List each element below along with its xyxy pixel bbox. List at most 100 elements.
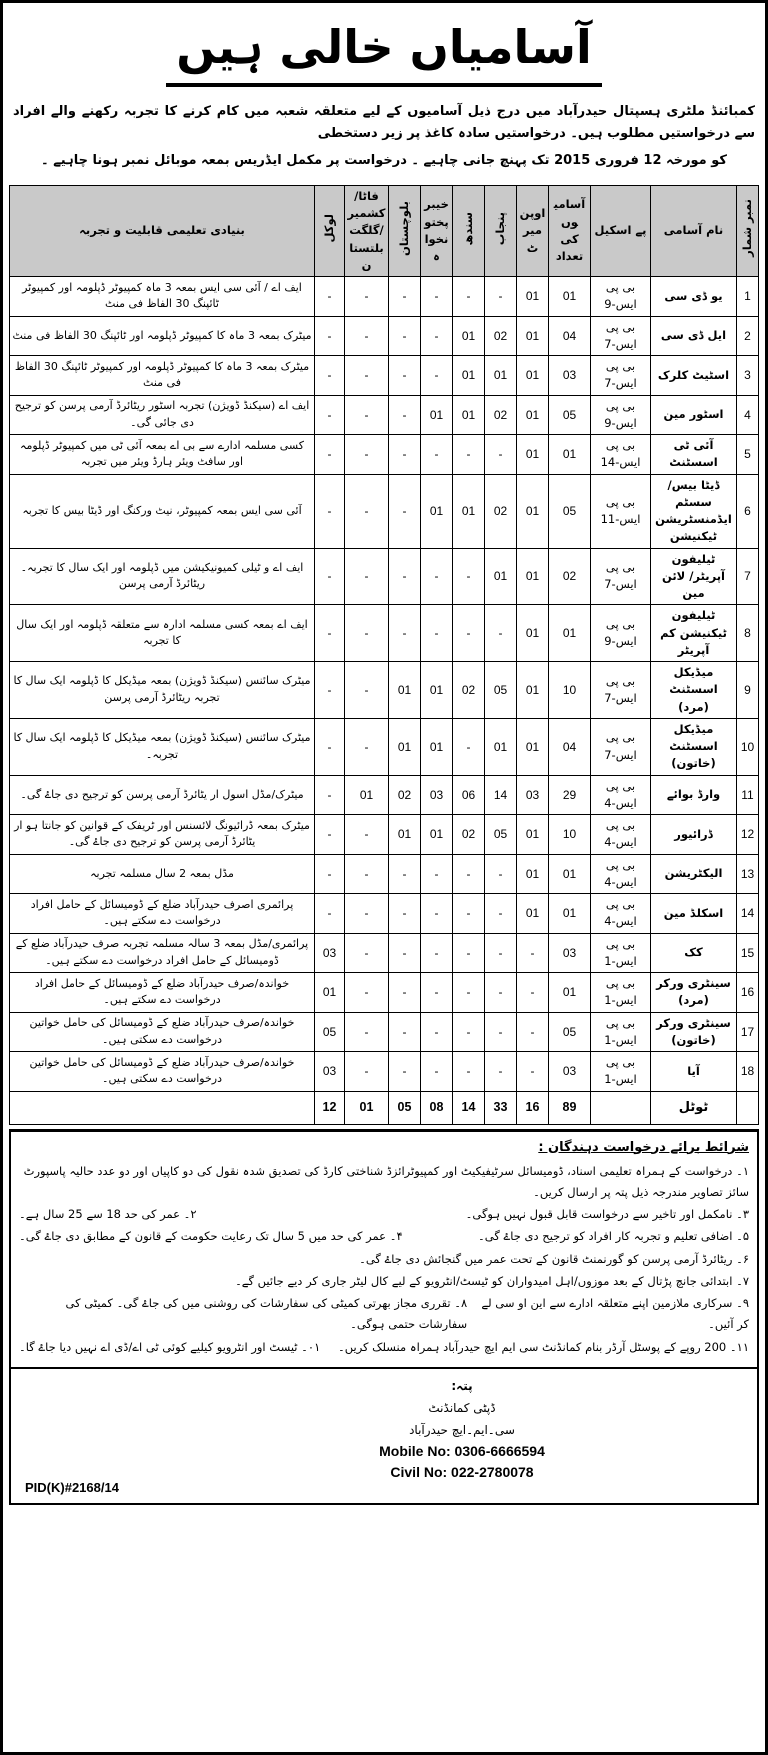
cell-kpk: 01 [420,473,453,549]
cell-kpk: - [420,893,453,934]
cell-post: ٹیلیفون آپریٹر/ لائن مین [650,547,737,606]
table-header-row: نمبر شمار نام آسامی پے اسکیل آسامیوں کی … [9,184,759,278]
cell-post: ڈرائیور [650,814,737,855]
col-header-punjab-label: پنجاب [493,211,508,245]
cell-balochistan: - [388,1011,421,1052]
cell-post: وارڈ بوائے [650,774,737,815]
table-row: 14 اسکلڈ مین بی پی ایس-4 01 01- - - - - - پرائمری … [9,893,759,934]
cell-punjab: - [484,1011,517,1052]
cell-punjab: - [484,893,517,934]
cell-balochistan: - [388,394,421,435]
cell-total: 05 [548,473,591,549]
cell-open: 01 [516,473,549,549]
cell-qualification: میٹرک/مڈل اسول ار یٹائرڈ آرمی پرسن کو تر… [9,774,315,815]
cell-punjab: 01 [484,547,517,606]
table-row: 15 کک بی پی ایس-1 03- - - - - -03 پرائمری/مڈل بمع… [9,932,759,973]
table-row: 1 یو ڈی سی بی پی ایس-9 01 01- - - - - - ایف اے / آ… [9,276,759,317]
cell-post: ٹیلیفون ٹیکنیشن کم آپریٹر [650,604,737,662]
cell-open: - [516,932,549,973]
cell-kpk: - [420,315,453,356]
total-cell-kpk: 08 [420,1090,453,1125]
cell-post: اسٹور مین [650,394,737,435]
cell-local: - [314,717,345,776]
cell-balochistan: - [388,972,421,1013]
cell-scale: بی پی ایس-7 [590,547,651,606]
cell-balochistan: - [388,473,421,549]
cell-total: 03 [548,1051,591,1092]
cell-post: سینٹری ورکر (خاتون) [650,1011,737,1052]
cell-local: - [314,547,345,606]
cell-qualification: مڈل بمعہ 2 سال مسلمہ تجربہ [9,853,315,894]
cell-sno: 5 [736,434,759,475]
cell-fata: - [344,1011,389,1052]
cell-kpk: 01 [420,814,453,855]
cell-kpk: - [420,972,453,1013]
condition-item-10: ۰۱۔ ٹیسٹ اور انٹرویو کیلیے کوئی ٹی اے/ڈی… [19,1339,321,1354]
cell-kpk: - [420,853,453,894]
vacancy-table-wrapper: نمبر شمار نام آسامی پے اسکیل آسامیوں کی … [3,181,765,1125]
cell-sno: 14 [736,893,759,934]
cell-fata: - [344,893,389,934]
cell-punjab: 02 [484,473,517,549]
cell-kpk: - [420,547,453,606]
col-header-post: نام آسامی [650,184,737,278]
cell-post: آئی ٹی اسسٹنٹ [650,434,737,475]
cell-total: 10 [548,814,591,855]
table-row: 9 میڈیکل اسسٹنٹ (مرد) بی پی ایس-7 10 01 05 02 0… [9,661,759,719]
cell-post: آیا [650,1051,737,1092]
cell-sindh: - [452,932,485,973]
cell-open: 01 [516,717,549,776]
cell-qualification: پرائمری اصرف حیدرآباد ضلع کے ڈومیسائل کے… [9,893,315,934]
cell-qualification: میٹرک بمعہ 3 ماہ کا کمپیوٹر ڈپلومہ اور ک… [9,355,315,396]
cell-local: - [314,661,345,719]
cell-qualification: پرائمری/مڈل بمعہ 3 سالہ مسلمہ تجربہ صرف … [9,932,315,973]
total-cell-balochistan: 05 [388,1090,421,1125]
cell-sno: 1 [736,276,759,317]
cell-total: 01 [548,893,591,934]
total-cell-post: ٹوٹل [650,1090,737,1125]
cell-balochistan: - [388,315,421,356]
cell-local: - [314,893,345,934]
col-header-sno: نمبر شمار [736,184,759,278]
cell-post: اسٹیٹ کلرک [650,355,737,396]
cell-open: 01 [516,853,549,894]
cell-punjab: - [484,1051,517,1092]
cell-fata: - [344,276,389,317]
cell-qualification: خواندہ/صرف حیدرآباد ضلع کے ڈومیسائل کے ح… [9,972,315,1013]
cell-balochistan: 01 [388,661,421,719]
cell-scale: بی پی ایس-1 [590,1011,651,1052]
conditions-row-4: ۹۔ سرکاری ملازمین اپنے متعلقہ ادارے سے ا… [19,1293,749,1336]
cell-total: 02 [548,547,591,606]
address-line-1: ڈپٹی کمانڈنٹ [428,1401,496,1416]
cell-balochistan: - [388,893,421,934]
cell-total: 29 [548,774,591,815]
cell-balochistan: - [388,604,421,662]
cell-open: 01 [516,547,549,606]
address-label: پتہ: [451,1378,473,1393]
cell-total: 03 [548,932,591,973]
condition-item-2: ۲۔ عمر کی حد 18 سے 25 سال ہے۔ [19,1207,197,1222]
cell-post: الیکٹریشن [650,853,737,894]
cell-sno: 18 [736,1051,759,1092]
col-header-qualification: بنیادی تعلیمی قابلیت و تجربہ [9,184,315,278]
cell-fata: - [344,604,389,662]
total-cell-scale [590,1090,651,1125]
cell-qualification: میٹرک بمعہ ڈرائیونگ لائسنس اور ٹریفک کے … [9,814,315,855]
table-row: 3 اسٹیٹ کلرک بی پی ایس-7 03 01 01 01- - - - میٹرک … [9,355,759,396]
col-header-sindh: سندھ [452,184,485,278]
cell-scale: بی پی ایس-1 [590,1051,651,1092]
table-row: 18 آیا بی پی ایس-1 03- - - - - -03 خواندہ/صرف حید… [9,1051,759,1092]
cell-sindh: 06 [452,774,485,815]
intro-paragraph: کمبائنڈ ملٹری ہسپتال حیدرآباد میں درج ذی… [3,91,765,181]
cell-sindh: 01 [452,394,485,435]
cell-kpk: 03 [420,774,453,815]
cell-open: 03 [516,774,549,815]
cell-scale: بی پی ایس-7 [590,717,651,776]
cell-scale: بی پی ایس-1 [590,972,651,1013]
cell-scale: بی پی ایس-9 [590,276,651,317]
col-header-qualification-label: بنیادی تعلیمی قابلیت و تجربہ [79,223,245,238]
col-header-fata-label: فاٹا/کشمیر /گلگت بلتستان [347,188,386,272]
cell-fata: - [344,355,389,396]
address-line-2: سی۔ایم۔ایچ حیدرآباد [409,1423,515,1438]
